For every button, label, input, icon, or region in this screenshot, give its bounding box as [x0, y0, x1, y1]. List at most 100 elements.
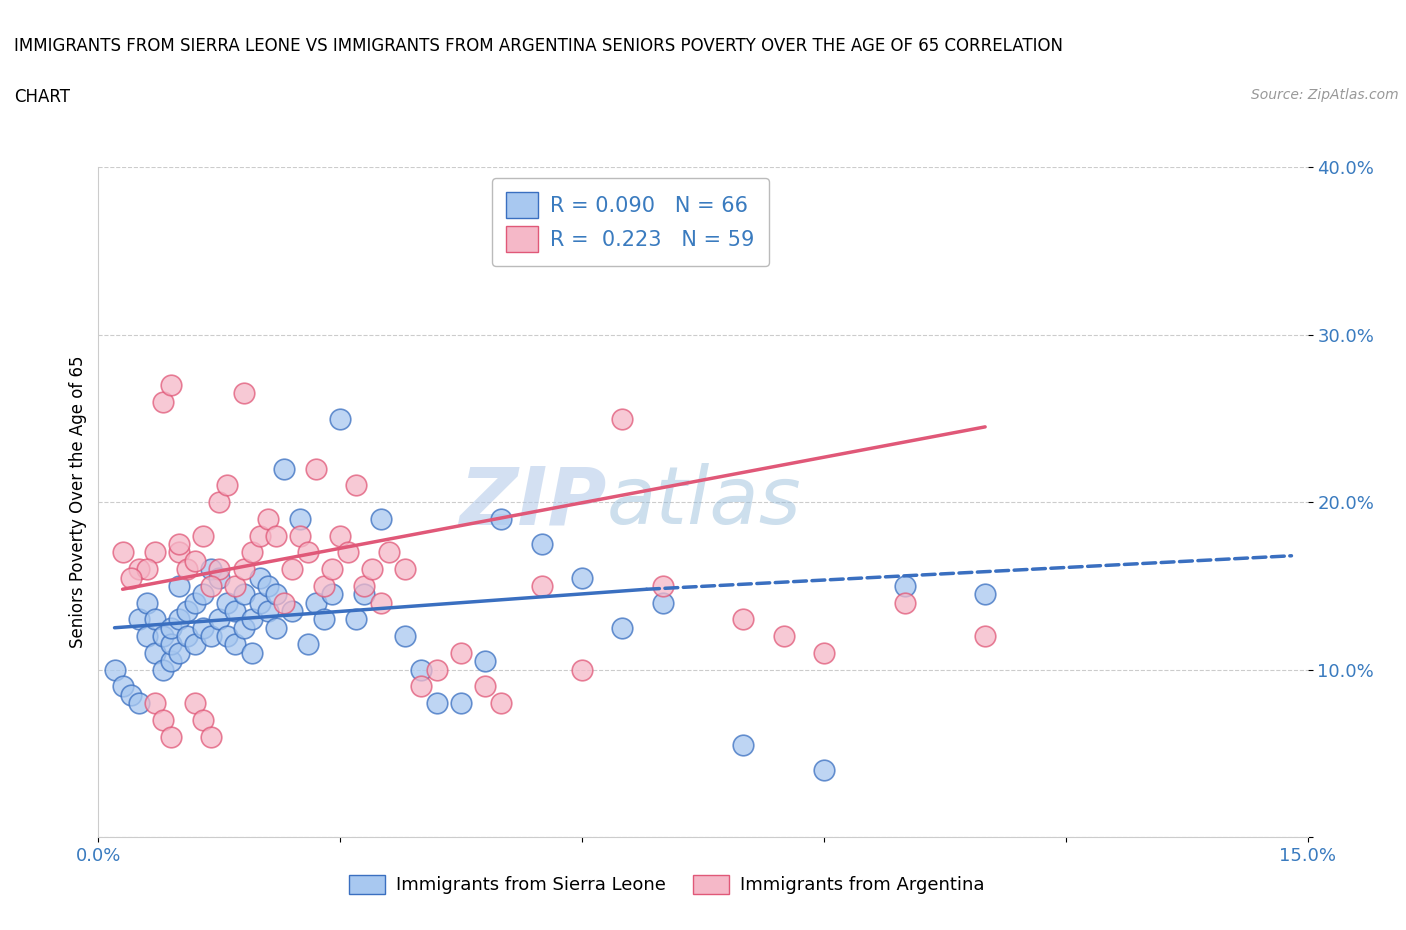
- Point: [651, 595, 673, 610]
- Point: [288, 512, 311, 526]
- Point: [120, 687, 142, 702]
- Point: [474, 679, 496, 694]
- Point: [353, 587, 375, 602]
- Point: [974, 587, 997, 602]
- Point: [377, 545, 399, 560]
- Point: [160, 637, 183, 652]
- Point: [193, 528, 215, 543]
- Point: [491, 696, 513, 711]
- Point: [128, 562, 150, 577]
- Point: [176, 629, 198, 644]
- Text: Source: ZipAtlas.com: Source: ZipAtlas.com: [1251, 88, 1399, 102]
- Point: [184, 637, 207, 652]
- Point: [772, 629, 794, 644]
- Point: [160, 729, 183, 744]
- Point: [167, 645, 190, 660]
- Point: [193, 587, 215, 602]
- Point: [128, 696, 150, 711]
- Point: [217, 478, 239, 493]
- Point: [329, 411, 352, 426]
- Point: [361, 562, 384, 577]
- Point: [224, 637, 246, 652]
- Point: [135, 595, 157, 610]
- Point: [128, 612, 150, 627]
- Point: [152, 394, 174, 409]
- Point: [450, 645, 472, 660]
- Point: [200, 729, 222, 744]
- Point: [184, 595, 207, 610]
- Point: [208, 612, 231, 627]
- Point: [530, 537, 553, 551]
- Point: [273, 461, 295, 476]
- Point: [135, 562, 157, 577]
- Point: [353, 578, 375, 593]
- Point: [297, 545, 319, 560]
- Text: CHART: CHART: [14, 88, 70, 106]
- Point: [143, 545, 166, 560]
- Point: [571, 570, 593, 585]
- Point: [176, 604, 198, 618]
- Point: [281, 604, 304, 618]
- Point: [273, 595, 295, 610]
- Point: [264, 587, 287, 602]
- Point: [160, 654, 183, 669]
- Point: [249, 570, 271, 585]
- Text: atlas: atlas: [606, 463, 801, 541]
- Point: [450, 696, 472, 711]
- Point: [217, 595, 239, 610]
- Point: [426, 696, 449, 711]
- Point: [167, 545, 190, 560]
- Point: [893, 595, 915, 610]
- Point: [200, 562, 222, 577]
- Point: [160, 378, 183, 392]
- Point: [143, 645, 166, 660]
- Point: [160, 620, 183, 635]
- Point: [321, 562, 343, 577]
- Point: [120, 126, 142, 141]
- Point: [813, 763, 835, 777]
- Point: [370, 512, 392, 526]
- Point: [120, 570, 142, 585]
- Point: [193, 620, 215, 635]
- Point: [314, 578, 336, 593]
- Point: [813, 645, 835, 660]
- Text: ZIP: ZIP: [458, 463, 606, 541]
- Point: [314, 612, 336, 627]
- Point: [232, 386, 254, 401]
- Point: [208, 495, 231, 510]
- Point: [305, 461, 328, 476]
- Point: [152, 629, 174, 644]
- Legend: Immigrants from Sierra Leone, Immigrants from Argentina: Immigrants from Sierra Leone, Immigrants…: [342, 868, 991, 901]
- Text: IMMIGRANTS FROM SIERRA LEONE VS IMMIGRANTS FROM ARGENTINA SENIORS POVERTY OVER T: IMMIGRANTS FROM SIERRA LEONE VS IMMIGRAN…: [14, 37, 1063, 55]
- Point: [224, 578, 246, 593]
- Point: [249, 528, 271, 543]
- Point: [232, 620, 254, 635]
- Point: [167, 578, 190, 593]
- Point: [474, 654, 496, 669]
- Point: [224, 604, 246, 618]
- Point: [256, 578, 278, 593]
- Point: [176, 562, 198, 577]
- Point: [394, 562, 416, 577]
- Point: [321, 587, 343, 602]
- Point: [974, 629, 997, 644]
- Point: [256, 512, 278, 526]
- Point: [264, 620, 287, 635]
- Point: [193, 712, 215, 727]
- Point: [240, 612, 263, 627]
- Point: [571, 662, 593, 677]
- Point: [232, 587, 254, 602]
- Point: [491, 512, 513, 526]
- Point: [733, 737, 755, 752]
- Point: [893, 578, 915, 593]
- Point: [281, 562, 304, 577]
- Point: [305, 595, 328, 610]
- Point: [111, 545, 134, 560]
- Point: [651, 578, 673, 593]
- Point: [426, 662, 449, 677]
- Point: [232, 562, 254, 577]
- Point: [240, 645, 263, 660]
- Point: [409, 679, 432, 694]
- Point: [167, 537, 190, 551]
- Point: [200, 629, 222, 644]
